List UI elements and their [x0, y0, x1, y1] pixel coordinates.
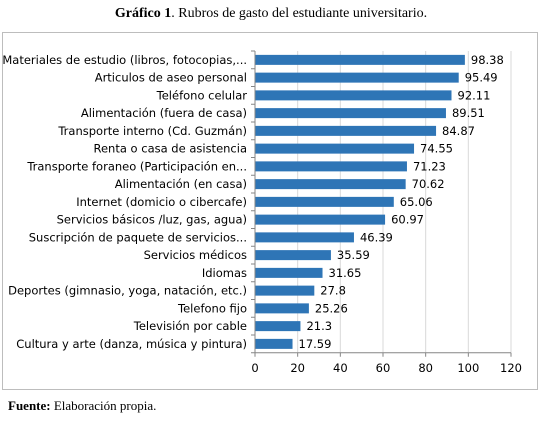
- bar: [255, 143, 415, 154]
- category-label: Transporte interno (Cd. Guzmán): [57, 124, 247, 138]
- bar-chart: 0 20 40 60 80 100 120 Materiales de estudio (li…: [3, 50, 522, 375]
- value-label: 95.49: [465, 71, 498, 85]
- category-label: Renta o casa de asistencia: [94, 142, 248, 156]
- bar: [255, 90, 452, 101]
- value-label: 31.65: [329, 266, 362, 280]
- category-label: Suscripción de paquete de servicios...: [29, 230, 247, 244]
- category-label: Cultura y arte (danza, música y pintura): [16, 337, 247, 351]
- value-label: 98.38: [471, 53, 504, 67]
- x-tick-label: 60: [376, 361, 391, 375]
- bar: [255, 267, 323, 278]
- value-label: 35.59: [337, 248, 370, 262]
- bar: [255, 232, 354, 243]
- value-label: 17.59: [299, 337, 332, 351]
- value-label: 74.55: [420, 142, 453, 156]
- x-tick-label: 100: [457, 361, 479, 375]
- category-label: Teléfono celular: [156, 88, 248, 102]
- bar: [255, 285, 315, 296]
- bar: [255, 250, 331, 261]
- value-label: 71.23: [413, 159, 446, 173]
- bar: [255, 321, 301, 332]
- value-label: 92.11: [458, 88, 491, 102]
- axes: [251, 50, 512, 357]
- bar: [255, 214, 386, 225]
- category-label: Idiomas: [202, 266, 247, 280]
- category-label: Alimentación (fuera de casa): [81, 106, 247, 120]
- value-label: 70.62: [412, 177, 445, 191]
- value-label: 25.26: [315, 301, 348, 315]
- bars: [255, 54, 465, 349]
- category-label: Deportes (gimnasio, yoga, natación, etc.…: [8, 284, 247, 298]
- x-tick-label: 80: [418, 361, 433, 375]
- source-prefix: Fuente:: [8, 398, 51, 413]
- x-tick-label: 0: [251, 361, 258, 375]
- value-label: 65.06: [400, 195, 433, 209]
- bar: [255, 161, 407, 172]
- bar: [255, 125, 437, 136]
- chart-frame: 0 20 40 60 80 100 120 Materiales de estudio (li…: [2, 32, 538, 390]
- x-tick-label: 120: [500, 361, 522, 375]
- figure-caption-number: Gráfico 1: [114, 6, 172, 21]
- category-label: Articulos de aseo personal: [95, 71, 247, 85]
- bar: [255, 196, 394, 207]
- bar: [255, 54, 465, 65]
- source-text: Elaboración propia.: [50, 398, 157, 413]
- x-tick-label: 20: [290, 361, 305, 375]
- category-label: Servicios médicos: [144, 248, 247, 262]
- labels: 0 20 40 60 80 100 120 Materiales de estudio (li…: [3, 53, 522, 375]
- category-label: Televisión por cable: [133, 319, 247, 333]
- bar: [255, 72, 459, 83]
- bar: [255, 303, 309, 314]
- category-label: Alimentación (en casa): [115, 177, 247, 191]
- category-label: Transporte foraneo (Participación en...: [26, 159, 247, 173]
- bar: [255, 108, 446, 119]
- value-label: 84.87: [442, 124, 475, 138]
- figure-caption: Gráfico 1. Rubros de gasto del estudiant…: [0, 6, 542, 22]
- source-note: Fuente: Elaboración propia.: [8, 398, 156, 414]
- x-tick-label: 40: [333, 361, 348, 375]
- bar: [255, 338, 293, 349]
- value-label: 60.97: [391, 213, 424, 227]
- category-label: Servicios básicos /luz, gas, agua): [57, 213, 247, 227]
- value-label: 21.3: [306, 319, 332, 333]
- figure-caption-text: . Rubros de gasto del estudiante univers…: [171, 6, 428, 21]
- bar: [255, 179, 406, 190]
- value-label: 27.8: [320, 284, 346, 298]
- category-label: Materiales de estudio (libros, fotocopia…: [3, 53, 247, 67]
- category-label: Internet (domicio o cibercafe): [76, 195, 247, 209]
- value-label: 89.51: [452, 106, 485, 120]
- category-label: Telefono fijo: [177, 301, 247, 315]
- value-label: 46.39: [360, 230, 393, 244]
